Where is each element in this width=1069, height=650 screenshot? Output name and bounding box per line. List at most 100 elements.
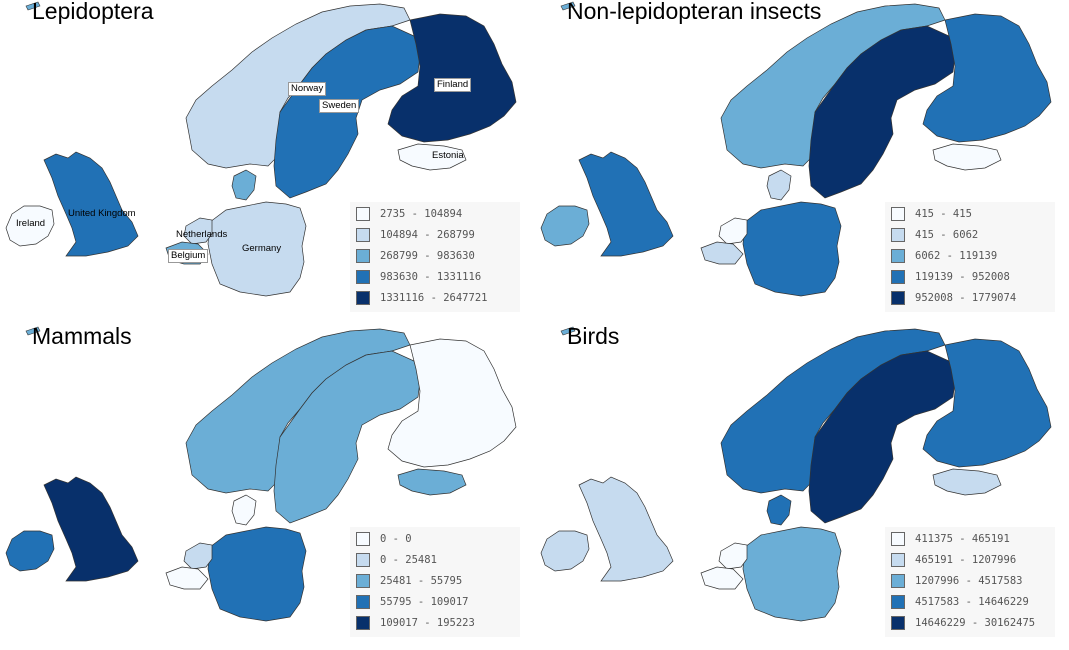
choropleth-map	[540, 1, 1052, 297]
legend-swatch	[356, 291, 370, 305]
legend-label: 983630 - 1331116	[380, 271, 482, 283]
country-belgium	[165, 566, 209, 590]
legend-item: 14646229 - 30162475	[891, 615, 1035, 631]
legend-item: 119139 - 952008	[891, 269, 1010, 285]
country-estonia	[932, 468, 1002, 496]
label-estonia: Estonia	[432, 150, 464, 161]
legend-label: 1207996 - 4517583	[915, 575, 1023, 587]
legend-item: 104894 - 268799	[356, 227, 475, 243]
country-denmark	[231, 169, 257, 201]
island-shape	[25, 326, 41, 336]
legend-swatch	[891, 249, 905, 263]
legend-swatch	[356, 228, 370, 242]
legend-swatch	[891, 291, 905, 305]
legend-item: 268799 - 983630	[356, 248, 475, 264]
country-germany	[742, 526, 842, 622]
legend-label: 104894 - 268799	[380, 229, 475, 241]
country-finland	[922, 13, 1052, 143]
legend-item: 2735 - 104894	[356, 206, 462, 222]
legend-swatch	[356, 616, 370, 630]
legend-item: 952008 - 1779074	[891, 290, 1016, 306]
legend-item: 0 - 0	[356, 531, 412, 547]
legend-item: 0 - 25481	[356, 552, 437, 568]
legend-swatch	[356, 595, 370, 609]
country-ireland	[5, 530, 55, 572]
legend: 411375 - 465191 465191 - 1207996 1207996 -…	[885, 527, 1055, 637]
legend-label: 55795 - 109017	[380, 596, 469, 608]
country-netherlands	[718, 542, 748, 570]
legend-item: 1207996 - 4517583	[891, 573, 1022, 589]
legend-label: 119139 - 952008	[915, 271, 1010, 283]
label-ireland: Ireland	[16, 218, 46, 229]
country-ireland	[5, 205, 55, 247]
legend-swatch	[891, 270, 905, 284]
panel-title: Non-lepidopteran insects	[567, 0, 822, 24]
map-panel-mammals: Mammals 0 - 0 0 - 25481 25481 - 55795 55795…	[0, 325, 534, 650]
map-panel-non-lepidopteran-insects: Non-lepidopteran insects 415 - 415 415 - …	[535, 0, 1069, 325]
country-finland	[387, 338, 517, 468]
country-finland	[922, 338, 1052, 468]
country-germany	[207, 526, 307, 622]
country-germany	[742, 201, 842, 297]
label-germany: Germany	[242, 243, 282, 254]
legend-item: 983630 - 1331116	[356, 269, 481, 285]
legend-item: 4517583 - 14646229	[891, 594, 1029, 610]
country-estonia	[932, 143, 1002, 171]
island-shape	[560, 326, 576, 336]
map-panel-birds: Birds 411375 - 465191 465191 - 1207996 120…	[535, 325, 1069, 650]
legend-swatch	[891, 207, 905, 221]
legend-item: 1331116 - 2647721	[356, 290, 487, 306]
legend-item: 465191 - 1207996	[891, 552, 1016, 568]
country-sweden	[273, 350, 421, 524]
legend-swatch	[891, 616, 905, 630]
legend-label: 25481 - 55795	[380, 575, 463, 587]
label-sweden: Sweden	[319, 99, 360, 113]
country-united-kingdom	[578, 151, 674, 257]
legend-label: 465191 - 1207996	[915, 554, 1017, 566]
country-united-kingdom	[43, 151, 139, 257]
legend-swatch	[891, 228, 905, 242]
country-germany	[207, 201, 307, 297]
legend-item: 411375 - 465191	[891, 531, 1010, 547]
label-norway: Norway	[288, 82, 327, 96]
legend-label: 411375 - 465191	[915, 533, 1010, 545]
country-denmark	[766, 494, 792, 526]
country-netherlands	[183, 542, 213, 570]
legend-swatch	[356, 532, 370, 546]
country-denmark	[766, 169, 792, 201]
country-netherlands	[183, 217, 213, 245]
legend-item: 25481 - 55795	[356, 573, 462, 589]
country-netherlands	[718, 217, 748, 245]
choropleth-map	[5, 326, 517, 622]
legend-label: 109017 - 195223	[380, 617, 475, 629]
country-sweden	[808, 25, 956, 199]
country-belgium	[700, 241, 744, 265]
legend-swatch	[356, 270, 370, 284]
legend-label: 0 - 0	[380, 533, 412, 545]
country-estonia	[397, 468, 467, 496]
country-united-kingdom	[43, 476, 139, 582]
legend-label: 1331116 - 2647721	[380, 292, 488, 304]
legend-label: 4517583 - 14646229	[915, 596, 1029, 608]
legend-item: 109017 - 195223	[356, 615, 475, 631]
legend-swatch	[356, 574, 370, 588]
legend: 0 - 0 0 - 25481 25481 - 55795 55795 - 10901…	[350, 527, 520, 637]
legend-swatch	[356, 553, 370, 567]
legend-item: 415 - 415	[891, 206, 972, 222]
legend-swatch	[891, 532, 905, 546]
legend-label: 952008 - 1779074	[915, 292, 1017, 304]
legend-label: 6062 - 119139	[915, 250, 998, 262]
island-shape	[25, 1, 41, 11]
label-belgium: Belgium	[168, 249, 209, 263]
panel-title: Lepidoptera	[32, 0, 154, 24]
legend-swatch	[356, 207, 370, 221]
country-belgium	[700, 566, 744, 590]
legend-label: 268799 - 983630	[380, 250, 475, 262]
legend-label: 0 - 25481	[380, 554, 437, 566]
country-ireland	[540, 205, 590, 247]
label-finland: Finland	[434, 78, 472, 92]
country-denmark	[231, 494, 257, 526]
legend-item: 415 - 6062	[891, 227, 978, 243]
legend-label: 2735 - 104894	[380, 208, 463, 220]
legend-item: 6062 - 119139	[891, 248, 997, 264]
